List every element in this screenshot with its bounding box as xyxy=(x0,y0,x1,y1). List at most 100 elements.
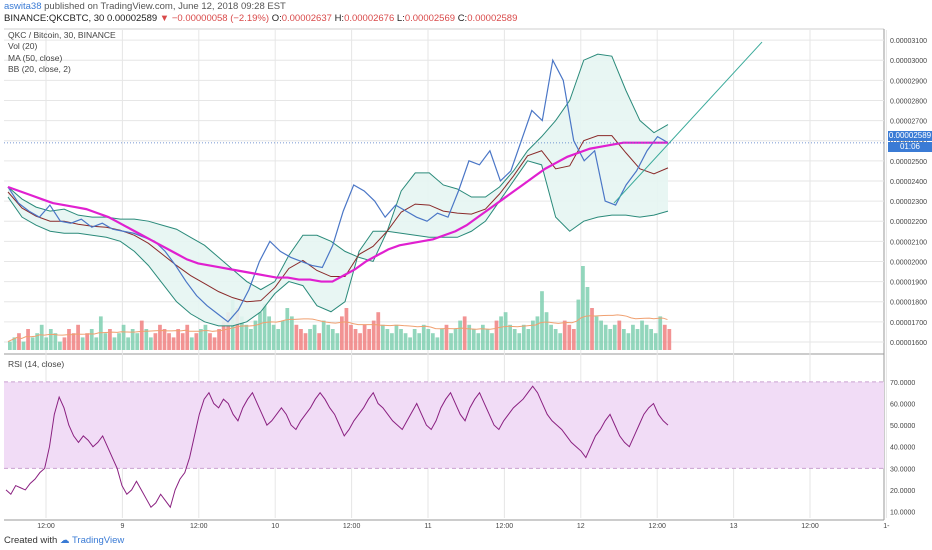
time-tick-label: 10 xyxy=(271,523,279,530)
volume-bar xyxy=(258,312,262,350)
volume-bar xyxy=(435,337,440,350)
close-value: 0.00002589 xyxy=(467,13,518,24)
volume-bar xyxy=(358,333,362,350)
volume-bar xyxy=(426,329,431,350)
legend-bb[interactable]: BB (20, close, 2) xyxy=(8,63,71,74)
volume-bar xyxy=(194,333,199,350)
volume-bar xyxy=(139,320,144,350)
volume-bar xyxy=(371,320,376,350)
volume-bar xyxy=(276,329,281,350)
volume-bar xyxy=(485,329,490,350)
rsi-tick-label: 30.0000 xyxy=(890,466,915,473)
rsi-tick-label: 50.0000 xyxy=(890,423,915,430)
volume-bar xyxy=(117,333,121,350)
volume-bar xyxy=(335,333,340,350)
volume-bar xyxy=(517,333,522,350)
volume-bar xyxy=(244,324,249,350)
price-tick-label: 0.00002000 xyxy=(890,259,927,266)
volume-bar xyxy=(189,337,194,350)
rsi-tick-label: 20.0000 xyxy=(890,488,915,495)
volume-bar xyxy=(330,329,335,350)
rsi-legend[interactable]: RSI (14, close) xyxy=(8,359,65,369)
volume-bar xyxy=(199,329,203,350)
open-label: O: xyxy=(271,13,282,24)
volume-bar xyxy=(571,329,576,350)
time-tick-label: 12:00 xyxy=(648,523,666,530)
tradingview-brand[interactable]: TradingView xyxy=(71,535,125,546)
volume-bar xyxy=(558,333,563,350)
volume-bar xyxy=(362,324,367,350)
volume-bar xyxy=(626,333,631,350)
trendline-drawing xyxy=(613,41,763,204)
price-tick-label: 0.00001800 xyxy=(890,300,927,307)
volume-bar xyxy=(94,337,99,350)
volume-bar xyxy=(217,329,221,350)
volume-bar xyxy=(212,337,217,350)
price-line xyxy=(7,58,669,323)
tradingview-logo-icon[interactable]: ☁ xyxy=(59,535,70,546)
volume-bar xyxy=(635,329,640,350)
legend-ma[interactable]: MA (50, close) xyxy=(8,52,63,63)
time-tick-label: 12:00 xyxy=(801,523,819,530)
price-tick-label: 0.00001900 xyxy=(890,280,927,287)
author-link[interactable]: aswita38 xyxy=(4,1,42,12)
volume-bar xyxy=(544,312,549,350)
volume-bar xyxy=(399,329,403,350)
volume-bar xyxy=(312,324,317,350)
volume-bar xyxy=(649,329,654,350)
time-tick-label: 13 xyxy=(730,523,738,530)
close-label: C: xyxy=(457,13,468,24)
volume-bar xyxy=(17,333,21,350)
volume-bar xyxy=(76,324,80,350)
volume-bar xyxy=(44,337,49,350)
volume-bar xyxy=(444,324,449,350)
legend-vol[interactable]: Vol (20) xyxy=(8,41,38,52)
time-tick-label: 12:00 xyxy=(343,523,361,530)
volume-bar xyxy=(667,329,672,350)
volume-bar xyxy=(308,329,312,350)
volume-bar xyxy=(108,329,112,350)
volume-bar xyxy=(171,337,176,350)
volume-bar xyxy=(53,333,58,350)
price-tick-label: 0.00002900 xyxy=(890,78,927,85)
rsi-tick-label: 40.0000 xyxy=(890,445,915,452)
low-value: 0.00002569 xyxy=(404,13,456,24)
volume-bar xyxy=(617,320,622,350)
countdown-badge: 01:06 xyxy=(888,142,932,152)
volume-bar xyxy=(553,329,558,350)
volume-bar xyxy=(662,324,667,350)
volume-bar xyxy=(185,324,190,350)
price-tick-label: 0.00002400 xyxy=(890,179,927,186)
volume-bar xyxy=(531,320,535,350)
created-with-text: Created with xyxy=(4,535,58,546)
volume-bar xyxy=(162,329,167,350)
time-tick-label: 12:00 xyxy=(190,523,208,530)
volume-bar xyxy=(380,324,385,350)
volume-bar xyxy=(303,333,308,350)
bollinger-fill xyxy=(8,54,668,326)
price-tick-label: 0.00002500 xyxy=(890,159,927,166)
time-tick-label: 12 xyxy=(577,523,585,530)
price-tick-label: 0.00001700 xyxy=(890,320,927,327)
volume-bar xyxy=(494,320,499,350)
low-label: L: xyxy=(396,13,405,24)
price-tick-label: 0.00001600 xyxy=(890,340,927,347)
high-value: 0.00002676 xyxy=(344,13,395,24)
time-tick-label: 12:00 xyxy=(37,523,55,530)
volume-bar xyxy=(412,329,417,350)
volume-bar xyxy=(462,316,467,350)
rsi-tick-label: 70.0000 xyxy=(890,380,915,387)
volume-bar xyxy=(148,337,153,350)
volume-bar xyxy=(471,329,476,350)
volume-bar xyxy=(21,341,26,350)
volume-bar xyxy=(658,316,663,350)
volume-bar xyxy=(480,324,485,350)
time-tick-label: 9 xyxy=(120,523,124,530)
legend-title[interactable]: QKC / Bitcoin, 30, BINANCE xyxy=(8,30,116,40)
volume-bar xyxy=(608,329,613,350)
price-tick-label: 0.00002300 xyxy=(890,199,927,206)
volume-bar xyxy=(321,320,326,350)
volume-bar xyxy=(35,333,40,350)
publish-header: aswita38 published on TradingView.com, J… xyxy=(0,0,932,26)
